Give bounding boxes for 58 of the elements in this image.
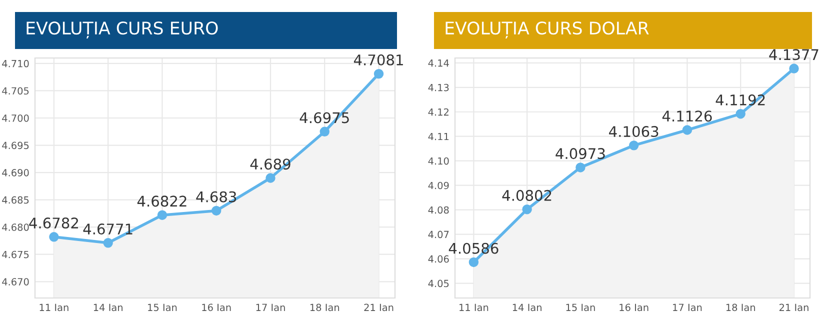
y-tick-label: 4.13 bbox=[428, 84, 449, 92]
point bbox=[576, 162, 586, 172]
data-label: 4.7081 bbox=[354, 54, 403, 66]
y-tick-label: 4.705 bbox=[2, 87, 29, 95]
y-tick-label: 4.11 bbox=[428, 132, 449, 140]
x-tick-label: 14 Ian bbox=[94, 304, 122, 312]
x-tick-label: 18 Ian bbox=[726, 304, 755, 312]
point bbox=[468, 257, 479, 268]
point bbox=[266, 173, 276, 183]
x-tick-label: 18 Ian bbox=[310, 304, 340, 312]
data-label: 4.6822 bbox=[137, 196, 186, 207]
point bbox=[628, 140, 639, 150]
point bbox=[211, 206, 222, 216]
x-tick-label: 14 Ian bbox=[512, 304, 542, 312]
data-label: 4.6782 bbox=[29, 217, 78, 229]
y-tick-label: 4.670 bbox=[2, 278, 29, 286]
point bbox=[320, 126, 330, 136]
y-tick-label: 4.675 bbox=[2, 250, 29, 258]
y-tick-label: 4.06 bbox=[428, 255, 449, 263]
data-label: 4.1063 bbox=[609, 126, 658, 138]
y-tick-label: 4.10 bbox=[428, 157, 449, 165]
x-tick-label: 17 Ian bbox=[256, 304, 285, 312]
x-tick-label: 11 Ian bbox=[40, 304, 68, 312]
y-tick-label: 4.700 bbox=[2, 114, 29, 122]
y-tick-label: 4.05 bbox=[428, 280, 449, 288]
x-tick-label: 17 Ian bbox=[673, 304, 702, 312]
y-tick-label: 4.695 bbox=[2, 142, 29, 150]
data-label: 4.1126 bbox=[662, 110, 712, 122]
point bbox=[789, 64, 799, 74]
y-tick-label: 4.09 bbox=[428, 182, 449, 190]
data-label: 4.683 bbox=[196, 191, 236, 202]
chart-title: EVOLUȚIA CURS EURO bbox=[26, 21, 218, 39]
y-tick-label: 4.690 bbox=[2, 169, 29, 176]
data-label: 4.1377 bbox=[769, 49, 818, 60]
point bbox=[157, 210, 168, 220]
y-tick-label: 4.12 bbox=[428, 108, 448, 116]
x-tick-label: 15 Ian bbox=[148, 304, 177, 312]
y-tick-label: 4.710 bbox=[2, 60, 29, 68]
point bbox=[682, 125, 692, 135]
x-tick-label: 16 Ian bbox=[620, 304, 648, 312]
y-tick-label: 4.14 bbox=[428, 60, 449, 67]
data-label: 4.0973 bbox=[556, 148, 605, 160]
point bbox=[374, 68, 384, 79]
point bbox=[736, 108, 746, 119]
point bbox=[49, 232, 59, 242]
point bbox=[103, 238, 113, 248]
y-tick-label: 4.685 bbox=[2, 196, 29, 204]
chart-title: EVOLUȚIA CURS DOLAR bbox=[446, 21, 649, 39]
x-tick-label: 21 Ian bbox=[364, 304, 394, 312]
x-tick-label: 16 Ian bbox=[202, 304, 231, 312]
y-tick-label: 4.08 bbox=[428, 206, 449, 214]
y-tick-label: 4.680 bbox=[2, 224, 29, 231]
x-tick-label: 15 Ian bbox=[566, 304, 595, 312]
y-tick-label: 4.07 bbox=[428, 230, 449, 238]
data-label: 4.6771 bbox=[83, 223, 132, 235]
point bbox=[522, 204, 532, 214]
x-tick-label: 21 Ian bbox=[779, 304, 808, 312]
x-tick-label: 11 Ian bbox=[460, 304, 488, 312]
